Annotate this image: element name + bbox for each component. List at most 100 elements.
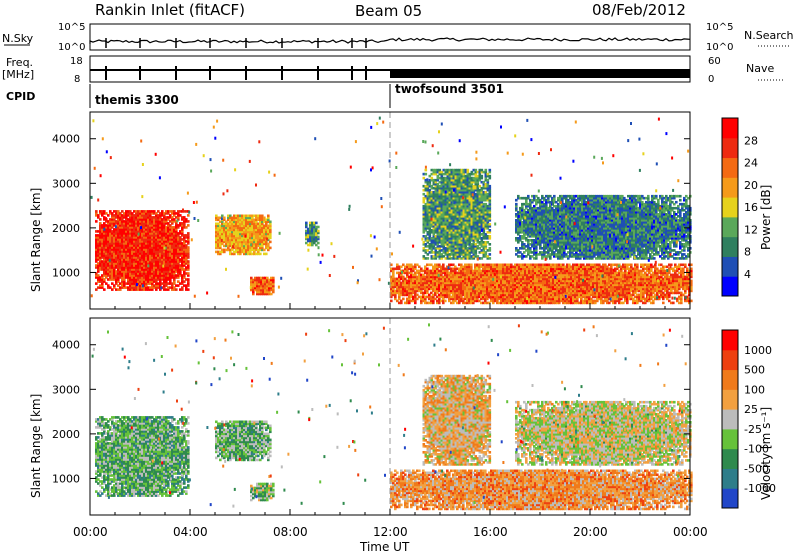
power-cell [175, 274, 178, 277]
power-cell [167, 274, 170, 277]
power-cell [105, 230, 108, 233]
power-cell [187, 224, 190, 227]
power-cell [163, 218, 166, 221]
power-cell [129, 250, 132, 253]
power-cell [123, 220, 126, 223]
power-cell [187, 260, 190, 263]
power-cell [149, 264, 152, 267]
power-cell [155, 232, 158, 235]
power-cell [151, 254, 154, 257]
power-cell [125, 258, 128, 261]
cpid-mode-1: themis 3300 [95, 93, 179, 107]
power-cell [111, 230, 114, 233]
power-cell [115, 228, 118, 231]
power-cell [135, 280, 138, 283]
power-cell [149, 238, 152, 241]
power-cell [111, 282, 114, 285]
power-cell [157, 216, 160, 219]
power-cell [161, 238, 164, 241]
power-cell [169, 226, 172, 229]
power-cell [151, 244, 154, 247]
power-cell [153, 254, 156, 257]
power-cell [161, 242, 164, 245]
power-cell [129, 214, 132, 217]
power-cell [141, 258, 144, 261]
power-cell [125, 214, 128, 217]
power-cell [402, 297, 405, 301]
power-cell [173, 238, 176, 241]
power-cell [109, 272, 112, 275]
power-cell [151, 270, 154, 273]
power-cell [109, 220, 112, 223]
power-cell [159, 260, 162, 263]
power-cell [111, 248, 114, 251]
power-cell [107, 264, 110, 267]
power-cell [157, 234, 160, 237]
power-cell [155, 234, 158, 237]
power-cell [111, 232, 114, 235]
power-cell [155, 212, 158, 215]
power-cell [115, 214, 118, 217]
power-cell [99, 286, 102, 289]
power-cell [99, 264, 102, 267]
power-cell [139, 238, 142, 241]
power-cell [143, 252, 146, 255]
power-cell [121, 236, 124, 239]
power-cell [149, 260, 152, 263]
power-cell [137, 226, 140, 229]
freq-label-1: Freq. [6, 56, 33, 69]
power-cell [103, 266, 106, 269]
power-cell [141, 260, 144, 263]
power-cell [111, 260, 114, 263]
power-cell [109, 254, 112, 257]
power-cell [135, 272, 138, 275]
power-cell [129, 240, 132, 243]
power-cell [171, 234, 174, 237]
power-cell [167, 256, 170, 259]
power-cell [121, 226, 124, 229]
power-cell [157, 274, 160, 277]
power-cell [115, 210, 118, 213]
power-cell [137, 248, 140, 251]
power-cell [171, 216, 174, 219]
power-cell [141, 242, 144, 245]
power-cell [121, 266, 124, 269]
power-cell [125, 256, 128, 259]
power-cell [103, 256, 106, 259]
power-cell [171, 244, 174, 247]
power-cell [121, 222, 124, 225]
power-cell [151, 240, 154, 243]
power-cell [105, 244, 108, 247]
power-cell [115, 260, 118, 263]
power-cell [117, 252, 120, 255]
power-cell [141, 244, 144, 247]
power-cell [147, 278, 150, 281]
power-cell [147, 266, 150, 269]
power-cell [129, 210, 132, 213]
power-cell [103, 226, 106, 229]
power-cell [127, 256, 130, 259]
power-cell [149, 240, 152, 243]
power-cell [151, 234, 154, 237]
power-cell [97, 286, 100, 289]
power-cell [111, 224, 114, 227]
power-cell [99, 218, 102, 221]
power-cell [125, 274, 128, 277]
power-cell [157, 224, 160, 227]
power-cell [145, 214, 148, 217]
power-cell [163, 258, 166, 261]
power-cell [145, 218, 148, 221]
power-cell [135, 262, 138, 265]
power-cell [139, 262, 142, 265]
freq-tick-high: 18 [70, 56, 83, 67]
power-cell [141, 212, 144, 215]
power-cell [159, 234, 162, 237]
power-cell [103, 252, 106, 255]
power-cell [127, 260, 130, 263]
power-cell [133, 220, 136, 223]
power-cell [135, 286, 138, 289]
power-cell [139, 244, 142, 247]
power-cell [99, 256, 102, 259]
power-cell [153, 210, 156, 213]
power-cell [103, 270, 106, 273]
